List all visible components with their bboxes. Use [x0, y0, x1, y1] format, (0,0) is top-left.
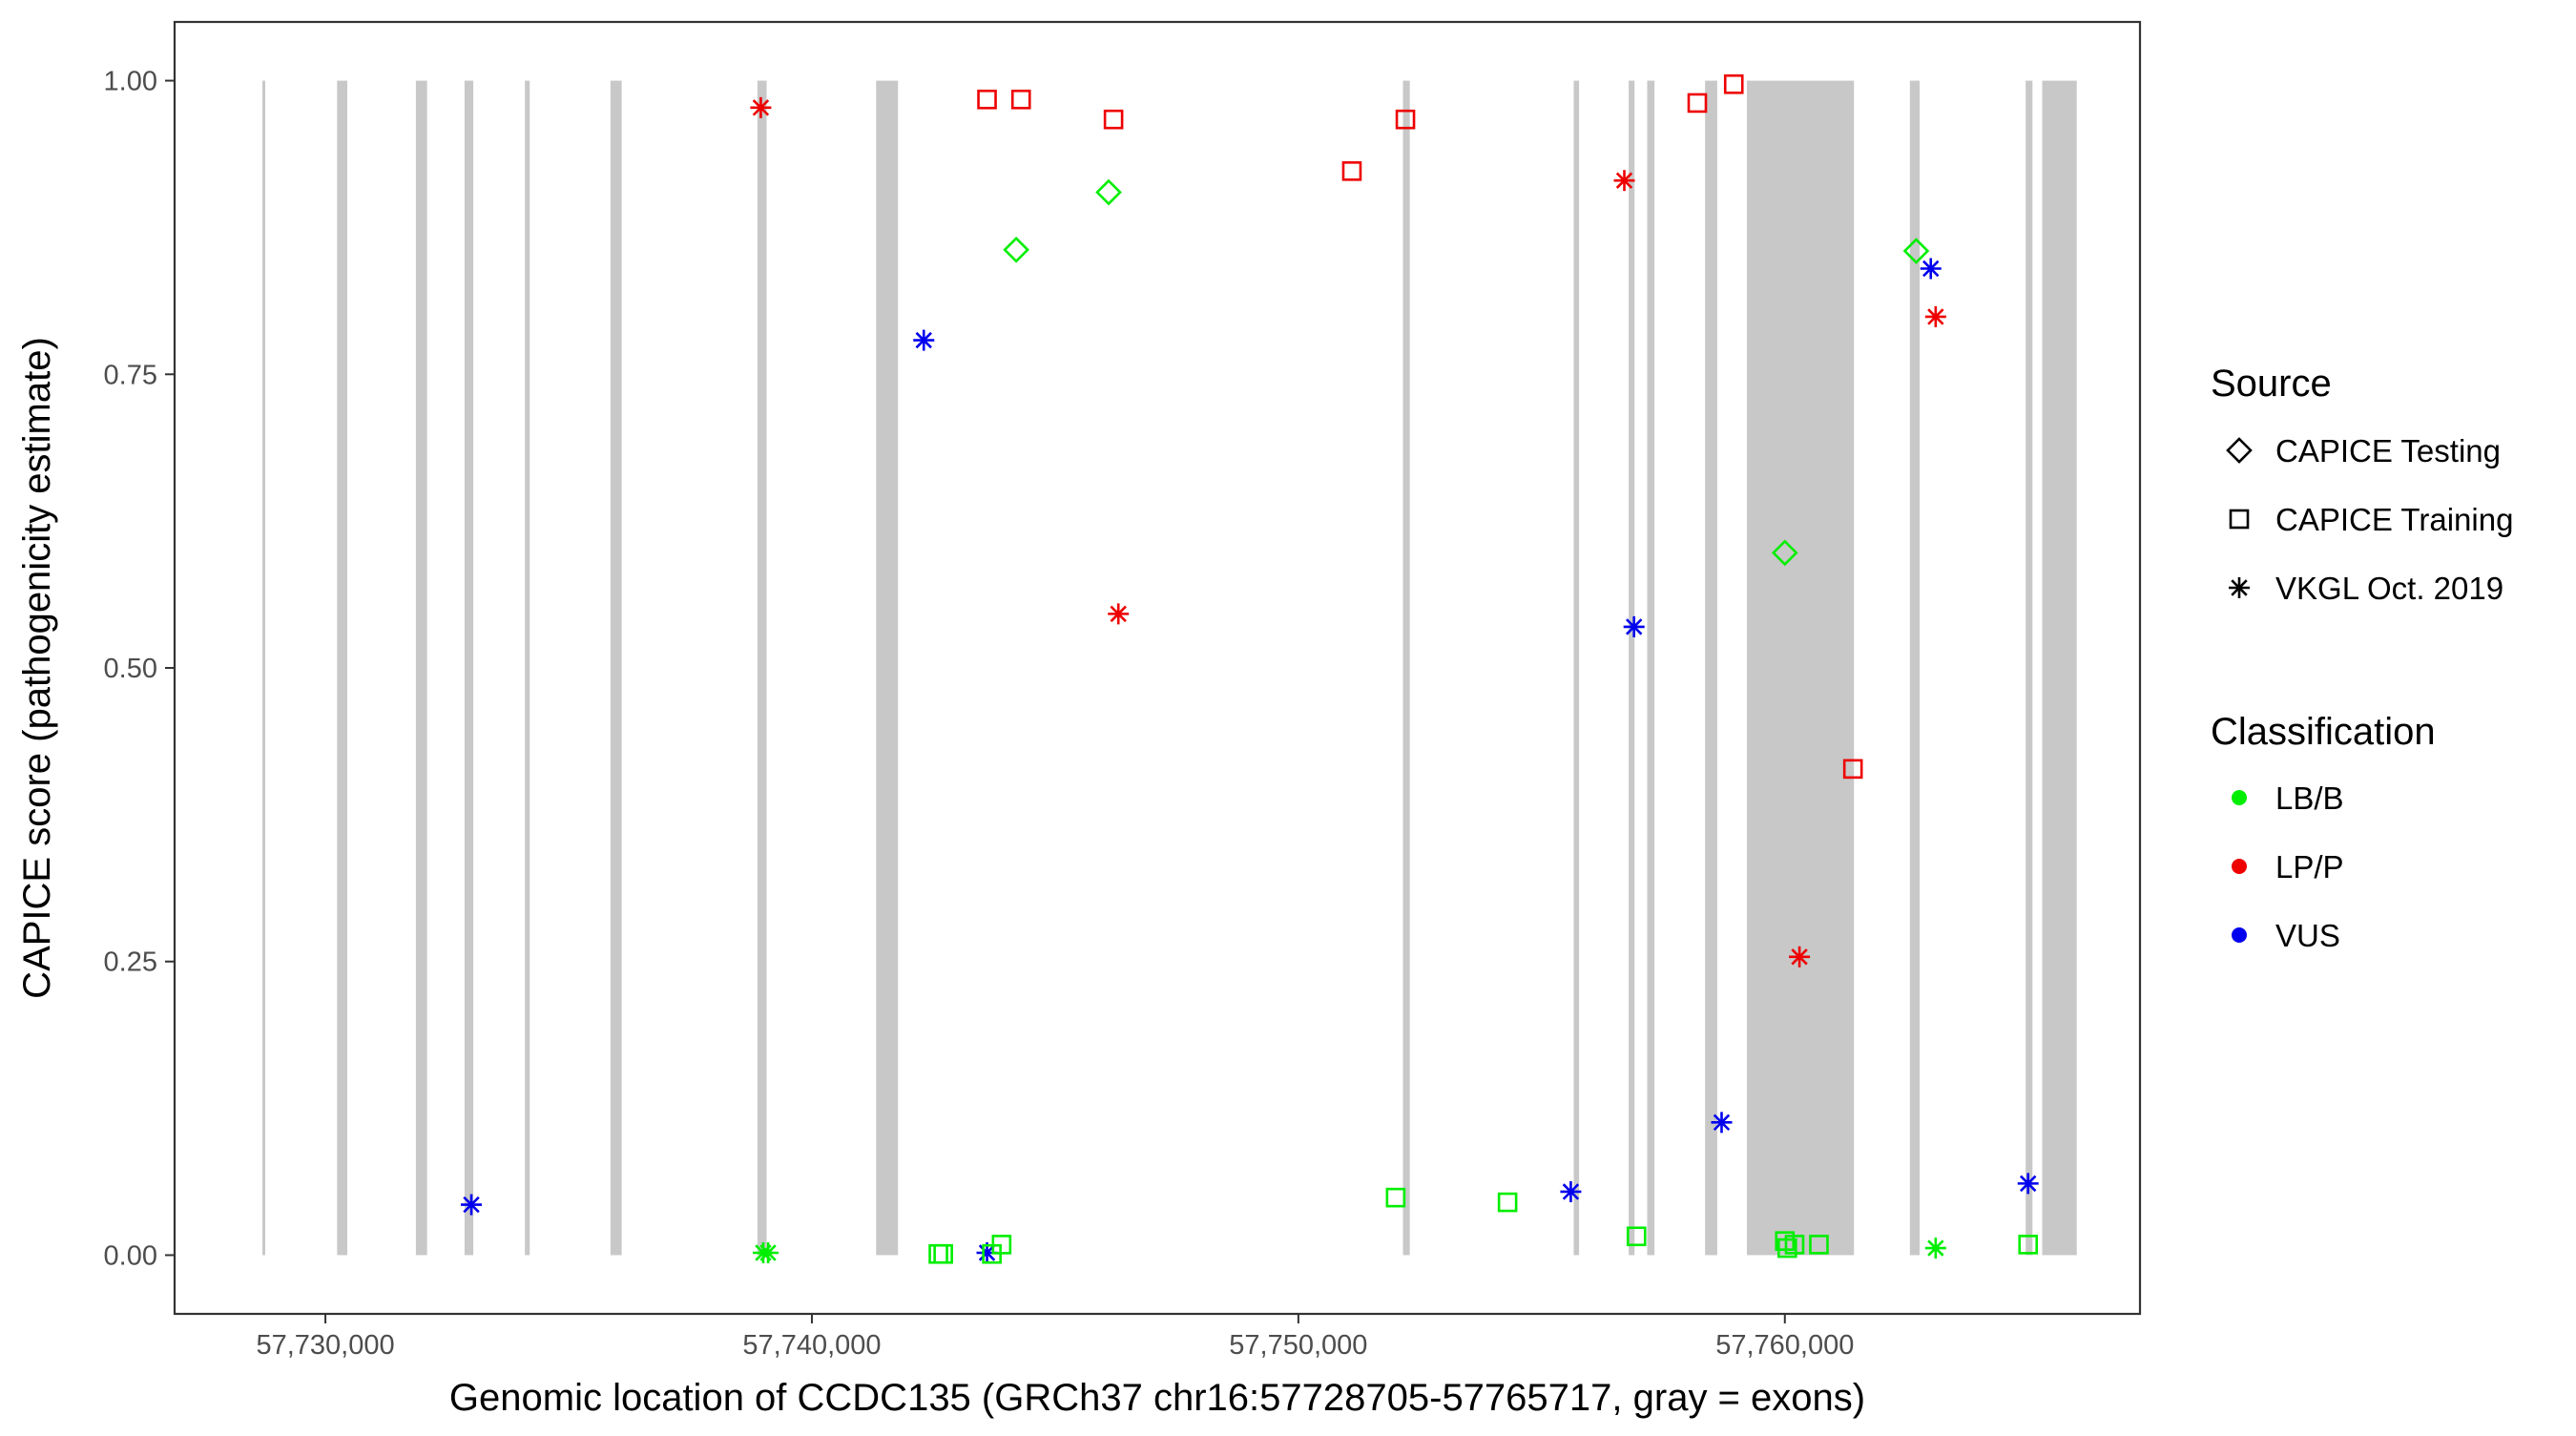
data-point [1784, 1235, 1805, 1255]
exon-band [1573, 80, 1580, 1256]
data-point [1341, 161, 1362, 181]
data-point [1711, 1112, 1733, 1134]
data-point [1842, 759, 1863, 780]
exon-band [1747, 80, 1855, 1256]
exon-band [757, 80, 767, 1256]
legend-source-items: CAPICE Testing CAPICE Training VKGL Oct. 2… [2226, 433, 2513, 606]
data-point [758, 1241, 779, 1263]
data-point [933, 1243, 953, 1264]
exon-band [337, 80, 348, 1256]
exon-band [1402, 80, 1410, 1256]
data-point [1771, 539, 1798, 567]
data-point [1809, 1235, 1829, 1255]
exon-band [2042, 80, 2077, 1256]
x-tick-label: 57,730,000 [256, 1330, 394, 1361]
exon-band [262, 80, 266, 1256]
data-point [977, 89, 997, 110]
y-tick-label: 1.00 [104, 67, 157, 97]
data-point [1385, 1187, 1406, 1208]
legend-classification-label: VUS [2275, 918, 2340, 953]
data-point [2018, 1235, 2039, 1255]
x-tick-label: 57,740,000 [742, 1330, 881, 1361]
legend-source-label: CAPICE Testing [2275, 433, 2501, 468]
data-point [1108, 603, 1130, 625]
legend-key-dot [2232, 927, 2247, 943]
legend-classification-title: Classification [2211, 711, 2436, 753]
x-tick-label: 57,760,000 [1715, 1330, 1854, 1361]
data-point [1687, 93, 1708, 114]
y-tick-label: 0.00 [104, 1240, 157, 1271]
exon-band [1629, 80, 1635, 1256]
data-point [991, 1235, 1012, 1255]
legend-source-label: CAPICE Training [2275, 502, 2513, 537]
data-point [1623, 615, 1645, 637]
x-tick-label: 57,750,000 [1229, 1330, 1367, 1361]
exon-band [610, 80, 622, 1256]
data-point [1777, 1238, 1797, 1259]
legend-classification-items: LB/B LP/P VUS [2232, 780, 2344, 953]
data-point [1395, 109, 1416, 130]
data-point [913, 329, 935, 351]
legend: Source CAPICE Testing CAPICE Training VKGL… [2211, 363, 2513, 953]
exon-band [464, 80, 474, 1256]
legend-key-dot [2232, 790, 2247, 805]
legend-classification-label: LP/P [2275, 849, 2344, 884]
point-layer [461, 73, 2039, 1264]
y-tick-label: 0.50 [104, 654, 157, 684]
data-point [1920, 258, 1942, 280]
data-point [1010, 89, 1031, 110]
y-axis-title: CAPICE score (pathogenicity estimate) [16, 337, 58, 999]
data-point [928, 1243, 948, 1264]
x-axis: 57,730,000 57,740,000 57,750,000 57,760,000 [256, 1314, 1854, 1361]
legend-key-dot [2232, 859, 2247, 874]
data-point [1626, 1226, 1647, 1247]
data-point [1723, 73, 1744, 94]
y-axis: 0.00 0.25 0.50 0.75 1.00 [104, 67, 175, 1271]
data-point [1902, 238, 1930, 264]
legend-key-square [2229, 509, 2250, 530]
legend-key-asterisk [2229, 577, 2250, 598]
x-axis-title: Genomic location of CCDC135 (GRCh37 chr1… [449, 1377, 1865, 1419]
y-tick-label: 0.25 [104, 947, 157, 978]
data-point [1613, 170, 1635, 192]
data-point [1497, 1192, 1518, 1213]
data-point [1003, 236, 1029, 263]
legend-source-title: Source [2211, 363, 2332, 405]
data-point [1103, 109, 1124, 130]
exon-band [415, 80, 427, 1256]
legend-key-diamond [2226, 437, 2253, 464]
exon-layer [262, 80, 2077, 1256]
data-point [461, 1194, 483, 1216]
exon-band [876, 80, 899, 1256]
exon-band [1705, 80, 1717, 1256]
data-point [2017, 1173, 2039, 1195]
exon-band [1909, 80, 1921, 1256]
data-point [1789, 946, 1811, 968]
data-point [1095, 178, 1122, 206]
legend-classification-label: LB/B [2275, 780, 2344, 816]
data-point [1924, 1238, 1946, 1259]
exon-band [1647, 80, 1655, 1256]
data-point [1560, 1180, 1582, 1202]
data-point [750, 96, 772, 118]
exon-band [525, 80, 530, 1256]
legend-source-label: VKGL Oct. 2019 [2275, 571, 2503, 606]
exon-band [2025, 80, 2033, 1256]
data-point [1924, 305, 1946, 327]
y-tick-label: 0.75 [104, 360, 157, 390]
